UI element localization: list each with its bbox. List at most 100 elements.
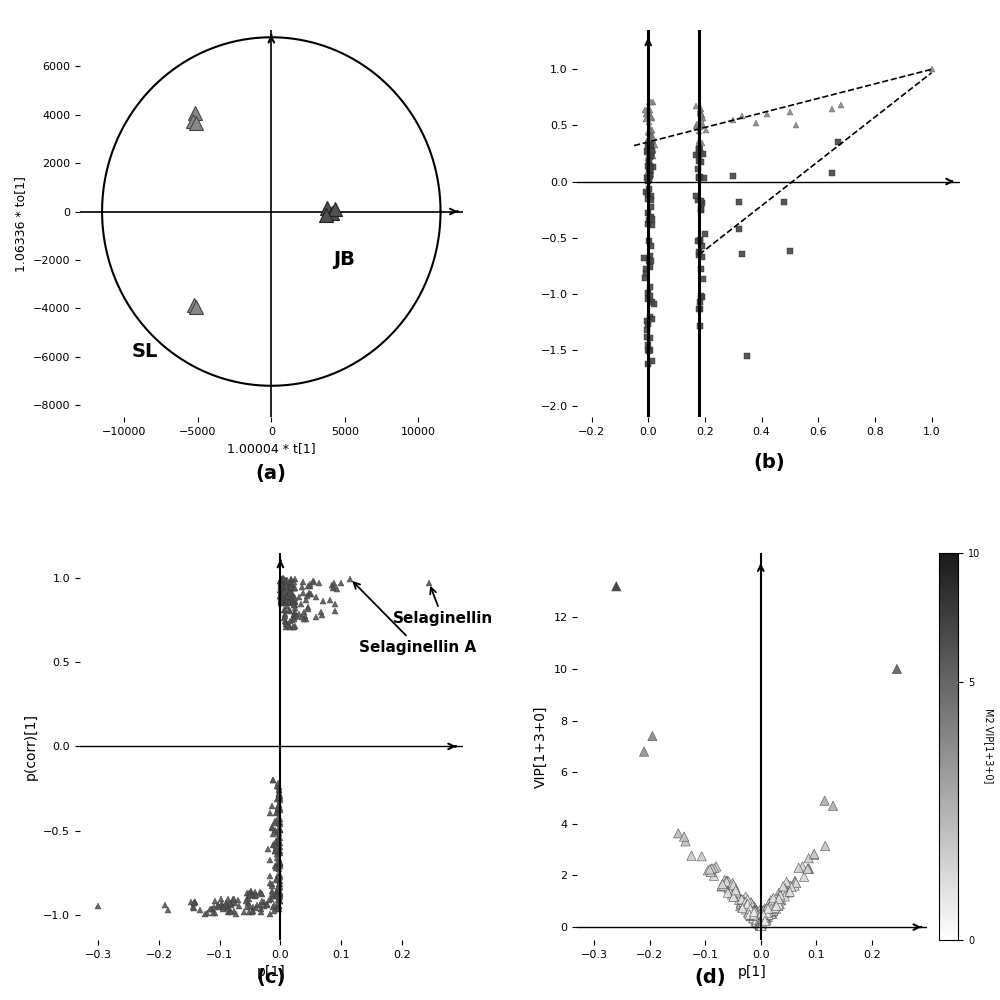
Point (755, 909, 771, 925)
Point (780, 877, 796, 893)
Y-axis label: p(corr)[1]: p(corr)[1] (24, 713, 38, 780)
Point (716, 872, 732, 888)
Point (746, 905, 762, 921)
X-axis label: p[1]: p[1] (738, 965, 767, 979)
Point (644, 728, 660, 744)
Point (752, 913, 768, 929)
Point (754, 916, 770, 932)
Text: SL: SL (132, 342, 158, 361)
Point (728, 883, 744, 899)
X-axis label: p[1]: p[1] (257, 965, 286, 979)
Point (760, 903, 776, 919)
Point (714, 876, 730, 892)
Point (777, 881, 793, 897)
Point (725, 875, 741, 891)
Point (734, 896, 750, 912)
Point (753, 917, 769, 933)
Point (738, 889, 754, 905)
Point (777, 885, 793, 901)
Point (744, 897, 760, 913)
Point (714, 878, 730, 894)
Point (726, 877, 742, 893)
Point (760, 909, 776, 925)
Point (751, 911, 767, 927)
Y-axis label: 1.06336 * to[1]: 1.06336 * to[1] (14, 176, 27, 272)
Point (753, 911, 769, 927)
Point (796, 869, 812, 885)
Point (783, 878, 799, 894)
Point (764, 902, 780, 918)
Point (742, 901, 758, 917)
Point (758, 907, 774, 923)
Text: (c): (c) (257, 968, 286, 987)
Point (708, 858, 724, 874)
Point (636, 744, 652, 760)
Point (739, 898, 755, 914)
Text: Selaginellin A: Selaginellin A (354, 582, 477, 655)
Point (746, 906, 762, 922)
Text: (b): (b) (753, 453, 785, 472)
Point (757, 909, 773, 925)
Point (741, 905, 757, 921)
Point (744, 903, 760, 919)
Point (762, 898, 778, 914)
Point (721, 880, 737, 896)
Point (762, 900, 778, 916)
Point (761, 895, 777, 911)
Point (768, 901, 784, 917)
Point (735, 892, 751, 908)
Point (735, 899, 751, 915)
Point (748, 904, 764, 920)
Point (733, 895, 749, 911)
Point (782, 884, 798, 900)
Point (734, 899, 750, 915)
Point (720, 873, 736, 889)
Point (772, 887, 788, 903)
Point (754, 915, 770, 931)
Point (766, 900, 782, 916)
Point (742, 907, 758, 923)
Point (761, 907, 777, 923)
Point (786, 878, 802, 894)
Point (774, 885, 790, 901)
Point (752, 903, 768, 919)
Point (723, 880, 739, 896)
Point (763, 904, 779, 920)
Point (725, 889, 741, 905)
Point (825, 798, 841, 814)
Point (753, 913, 769, 929)
Point (755, 907, 771, 923)
Point (762, 896, 778, 912)
Point (759, 907, 775, 923)
Point (732, 898, 748, 914)
Point (751, 914, 767, 930)
Point (757, 903, 773, 919)
Point (746, 905, 762, 921)
Point (757, 906, 773, 922)
Point (753, 913, 769, 929)
Point (758, 902, 774, 918)
Point (734, 891, 750, 907)
Point (704, 860, 720, 876)
Point (744, 907, 760, 923)
Point (706, 860, 722, 876)
Point (743, 894, 759, 910)
Point (749, 912, 765, 928)
Point (748, 903, 764, 919)
Point (755, 907, 771, 923)
Point (764, 892, 780, 908)
Point (704, 864, 720, 880)
Point (776, 883, 792, 899)
Point (742, 897, 758, 913)
Point (755, 903, 771, 919)
Point (771, 896, 787, 912)
Point (770, 898, 786, 914)
Point (754, 905, 770, 921)
Point (700, 862, 716, 878)
Point (758, 910, 774, 926)
Point (676, 829, 692, 845)
Point (806, 846, 822, 862)
Point (740, 891, 756, 907)
Point (743, 908, 759, 924)
Point (764, 905, 780, 921)
